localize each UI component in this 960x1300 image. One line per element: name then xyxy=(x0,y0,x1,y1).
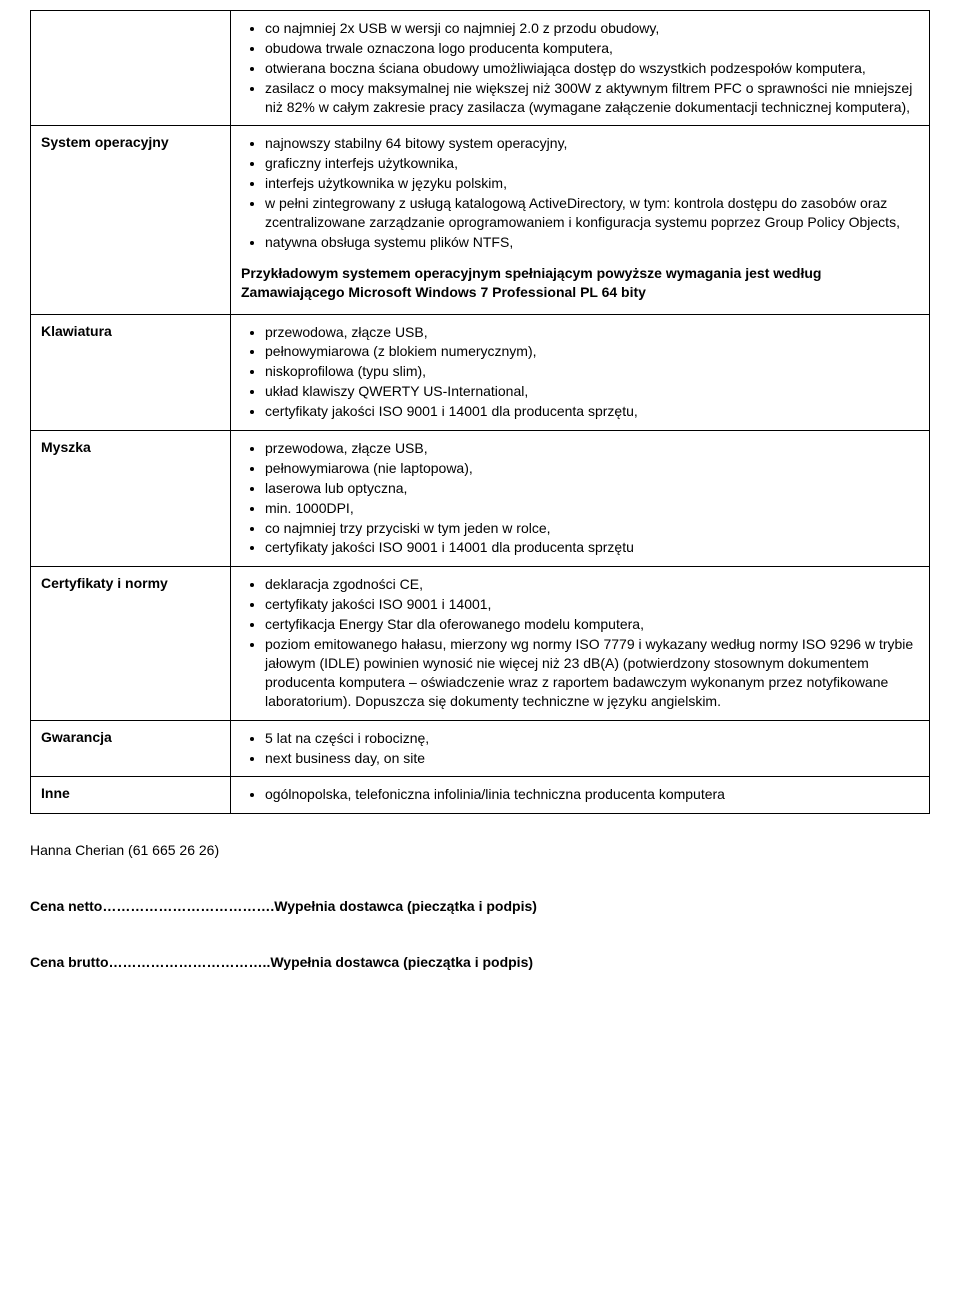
extra-paragraph: Przykładowym systemem operacyjnym spełni… xyxy=(241,264,919,302)
price-net-text: Cena netto……………………………….Wypełnia dostawca… xyxy=(30,898,537,914)
list-item: zasilacz o mocy maksymalnej nie większej… xyxy=(265,79,919,117)
list-item: 5 lat na części i robociznę, xyxy=(265,729,919,748)
list-item: laserowa lub optyczna, xyxy=(265,479,919,498)
list-item: obudowa trwale oznaczona logo producenta… xyxy=(265,39,919,58)
list-item: certyfikaty jakości ISO 9001 i 14001 dla… xyxy=(265,538,919,557)
list-item: co najmniej 2x USB w wersji co najmniej … xyxy=(265,19,919,38)
row-content: co najmniej 2x USB w wersji co najmniej … xyxy=(231,11,930,126)
row-label: Certyfikaty i normy xyxy=(31,567,231,720)
list-item: układ klawiszy QWERTY US-International, xyxy=(265,382,919,401)
list-item: najnowszy stabilny 64 bitowy system oper… xyxy=(265,134,919,153)
row-content: najnowszy stabilny 64 bitowy system oper… xyxy=(231,126,930,314)
list-item: przewodowa, złącze USB, xyxy=(265,323,919,342)
table-row: Gwarancja 5 lat na części i robociznę,nex… xyxy=(31,720,930,777)
table-row: co najmniej 2x USB w wersji co najmniej … xyxy=(31,11,930,126)
row-content: 5 lat na części i robociznę,next busines… xyxy=(231,720,930,777)
row-label: Inne xyxy=(31,777,231,814)
requirements-list: przewodowa, złącze USB,pełnowymiarowa (n… xyxy=(265,439,919,557)
list-item: certyfikaty jakości ISO 9001 i 14001, xyxy=(265,595,919,614)
contact-info: Hanna Cherian (61 665 26 26) xyxy=(30,842,930,858)
list-item: otwierana boczna ściana obudowy umożliwi… xyxy=(265,59,919,78)
row-content: ogólnopolska, telefoniczna infolinia/lin… xyxy=(231,777,930,814)
row-label: Myszka xyxy=(31,431,231,567)
row-content: deklaracja zgodności CE,certyfikaty jako… xyxy=(231,567,930,720)
table-row: Myszka przewodowa, złącze USB,pełnowymiar… xyxy=(31,431,930,567)
table-row: System operacyjny najnowszy stabilny 64 b… xyxy=(31,126,930,314)
table-row: Inne ogólnopolska, telefoniczna infolinia… xyxy=(31,777,930,814)
list-item: deklaracja zgodności CE, xyxy=(265,575,919,594)
table-row: Certyfikaty i normy deklaracja zgodności … xyxy=(31,567,930,720)
row-label: Klawiatura xyxy=(31,314,231,430)
list-item: next business day, on site xyxy=(265,749,919,768)
list-item: co najmniej trzy przyciski w tym jeden w… xyxy=(265,519,919,538)
row-label: System operacyjny xyxy=(31,126,231,314)
price-net-line: Cena netto……………………………….Wypełnia dostawca… xyxy=(30,898,930,914)
list-item: pełnowymiarowa (z blokiem numerycznym), xyxy=(265,342,919,361)
requirements-list: 5 lat na części i robociznę,next busines… xyxy=(265,729,919,768)
requirements-list: przewodowa, złącze USB,pełnowymiarowa (z… xyxy=(265,323,919,421)
list-item: interfejs użytkownika w języku polskim, xyxy=(265,174,919,193)
row-content: przewodowa, złącze USB,pełnowymiarowa (n… xyxy=(231,431,930,567)
list-item: pełnowymiarowa (nie laptopowa), xyxy=(265,459,919,478)
list-item: natywna obsługa systemu plików NTFS, xyxy=(265,233,919,252)
list-item: ogólnopolska, telefoniczna infolinia/lin… xyxy=(265,785,919,804)
requirements-list: ogólnopolska, telefoniczna infolinia/lin… xyxy=(265,785,919,804)
list-item: certyfikacja Energy Star dla oferowanego… xyxy=(265,615,919,634)
list-item: poziom emitowanego hałasu, mierzony wg n… xyxy=(265,635,919,711)
requirements-list: deklaracja zgodności CE,certyfikaty jako… xyxy=(265,575,919,710)
row-content: przewodowa, złącze USB,pełnowymiarowa (z… xyxy=(231,314,930,430)
row-label: Gwarancja xyxy=(31,720,231,777)
spec-table: co najmniej 2x USB w wersji co najmniej … xyxy=(30,10,930,814)
row-label xyxy=(31,11,231,126)
list-item: niskoprofilowa (typu slim), xyxy=(265,362,919,381)
list-item: przewodowa, złącze USB, xyxy=(265,439,919,458)
requirements-list: najnowszy stabilny 64 bitowy system oper… xyxy=(265,134,919,251)
list-item: w pełni zintegrowany z usługą katalogową… xyxy=(265,194,919,232)
list-item: certyfikaty jakości ISO 9001 i 14001 dla… xyxy=(265,402,919,421)
requirements-list: co najmniej 2x USB w wersji co najmniej … xyxy=(265,19,919,116)
price-gross-text: Cena brutto……………………………..Wypełnia dostawc… xyxy=(30,954,533,970)
list-item: min. 1000DPI, xyxy=(265,499,919,518)
table-row: Klawiatura przewodowa, złącze USB,pełnowy… xyxy=(31,314,930,430)
price-gross-line: Cena brutto……………………………..Wypełnia dostawc… xyxy=(30,954,930,970)
list-item: graficzny interfejs użytkownika, xyxy=(265,154,919,173)
